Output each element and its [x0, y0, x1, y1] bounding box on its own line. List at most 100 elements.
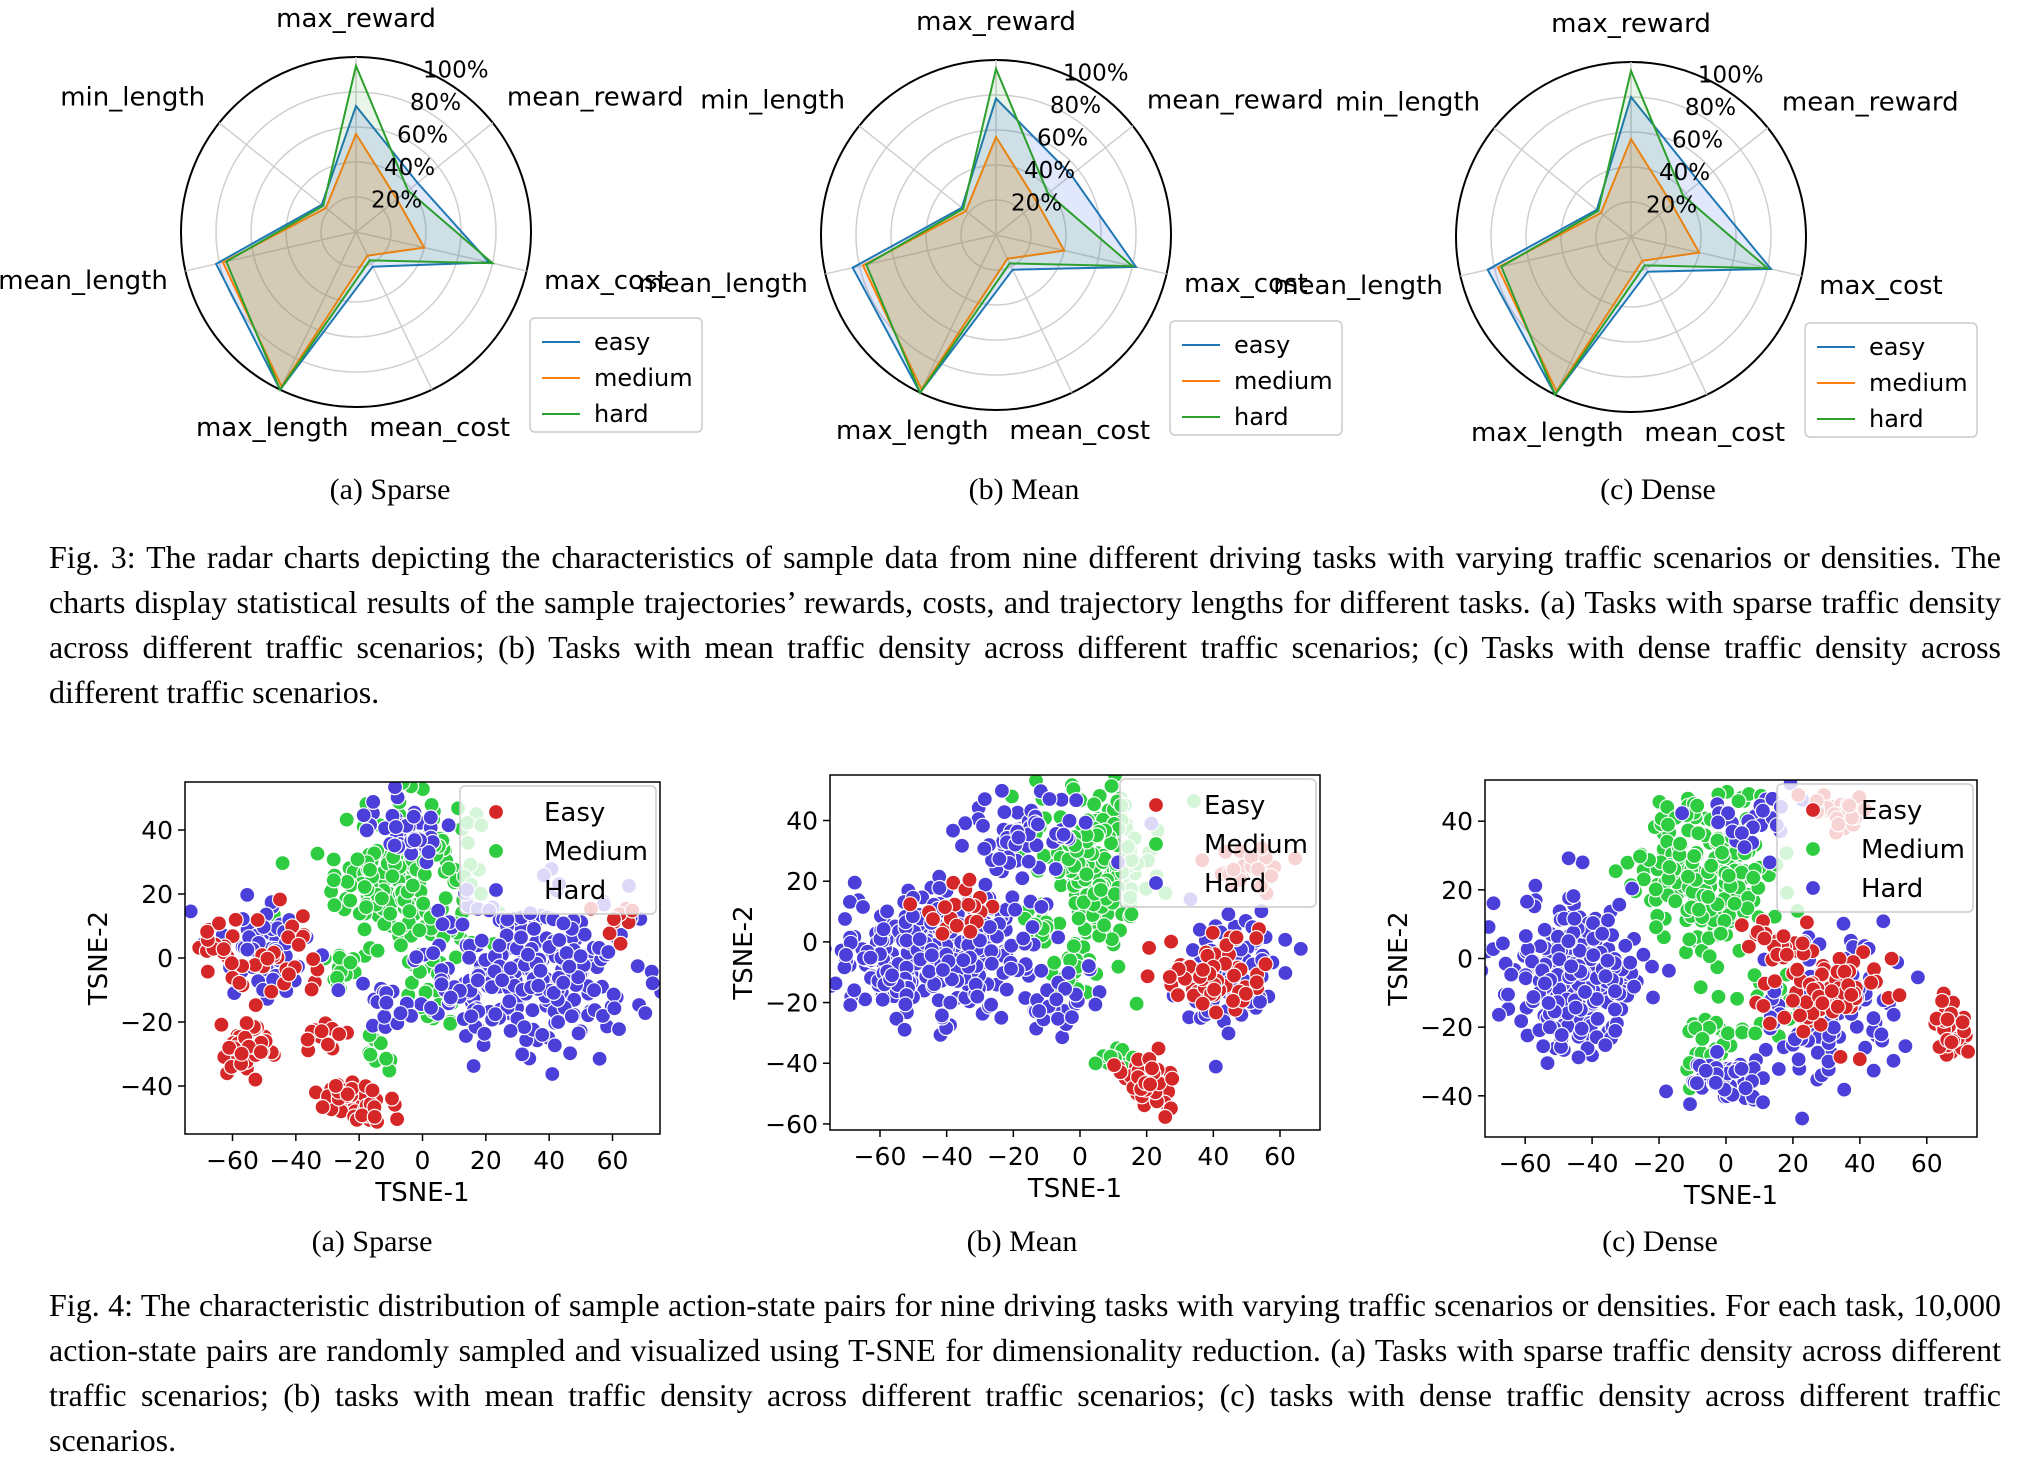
scatter-point-hard: [354, 975, 372, 992]
scatter-point-medium: [356, 878, 373, 896]
scatter-point-medium: [338, 811, 355, 828]
scatter-point-medium: [358, 899, 375, 916]
x-tick-label: −20: [1633, 1149, 1686, 1178]
scatter-point-medium: [1086, 796, 1103, 813]
x-tick-label: −40: [269, 1146, 322, 1175]
scatter-point-easy: [1836, 963, 1853, 980]
scatter-point-hard: [600, 943, 617, 961]
radar-tick-label: 40%: [384, 155, 435, 181]
legend-marker: [487, 842, 505, 860]
x-tick-label: −60: [206, 1146, 259, 1175]
scatter-point-medium: [1631, 848, 1649, 865]
scatter-point-easy: [199, 923, 216, 940]
scatter-point-medium: [342, 892, 359, 909]
scatter-point-hard: [1080, 957, 1097, 975]
scatter-point-hard: [1885, 1052, 1902, 1069]
radar-axis-label: mean_length: [0, 266, 168, 296]
scatter-point-hard: [1563, 958, 1580, 975]
scatter-point-easy: [902, 896, 919, 913]
scatter-point-hard: [874, 991, 891, 1008]
scatter-point-hard: [532, 962, 549, 979]
legend-label: hard: [1869, 405, 1924, 433]
radar-axis-label: min_length: [1335, 88, 1480, 118]
scatter-point-easy: [1164, 1070, 1181, 1087]
scatter-point-easy: [1163, 933, 1180, 950]
y-axis-label: TSNE-2: [729, 905, 759, 1000]
radar-spoke: [919, 234, 997, 393]
scatter-point-easy: [1789, 961, 1806, 978]
scatter-point-easy: [1791, 1007, 1809, 1024]
scatter-point-hard: [430, 902, 447, 919]
y-tick-label: 40: [1441, 807, 1473, 836]
scatter-point-hard: [1873, 1026, 1890, 1043]
legend-box: [1169, 320, 1343, 436]
scatter-point-medium: [1720, 867, 1737, 884]
scatter-point-easy: [1169, 987, 1187, 1004]
scatter-point-hard: [897, 996, 914, 1013]
scatter-point-hard: [442, 989, 459, 1006]
scatter-point-hard: [1737, 1080, 1754, 1097]
scatter-point-hard: [420, 843, 437, 861]
scatter-point-medium: [356, 921, 373, 938]
scatter-point-hard: [1041, 790, 1058, 808]
scatter-point-medium: [1070, 910, 1087, 927]
scatter-point-hard: [544, 1065, 561, 1083]
scatter-point-medium: [1659, 798, 1676, 816]
scatter-point-hard: [1897, 1038, 1914, 1055]
scatter-point-easy: [263, 983, 280, 1000]
radar-axis-label: mean_cost: [369, 413, 510, 443]
x-tick-label: 20: [470, 1146, 502, 1175]
tsne-scatter: −60 −40 −20 0 20 40 60 −40 −20 0 20 40 TSNE-1 TSNE-2 E…: [1384, 779, 1978, 1211]
scatter-point-medium: [1713, 844, 1731, 861]
scatter-point-medium: [1123, 906, 1140, 923]
scatter-point-hard: [1560, 933, 1577, 950]
scatter-point-hard: [1207, 1058, 1224, 1075]
scatter-point-easy: [327, 1077, 344, 1094]
scatter-point-medium: [1679, 868, 1697, 885]
scatter-point-easy: [1142, 1076, 1159, 1093]
subcaption-3b: (b) Mean: [968, 473, 1080, 506]
scatter-point-easy: [247, 997, 264, 1014]
scatter-point-easy: [227, 911, 244, 928]
radar-axis-label: min_length: [700, 86, 845, 116]
scatter-point-hard: [1710, 814, 1727, 831]
figure-3-caption: Fig. 3: The radar charts depicting the c…: [49, 535, 2001, 715]
scatter-point-hard: [1599, 952, 1616, 969]
scatter-point-hard: [591, 1050, 608, 1067]
scatter-point-hard: [1063, 1009, 1080, 1026]
scatter-point-hard: [991, 850, 1008, 868]
scatter-point-medium: [1746, 967, 1763, 984]
scatter-point-medium: [1647, 919, 1665, 936]
radar-spoke: [355, 122, 494, 233]
scatter-point-hard: [1733, 1060, 1750, 1077]
scatter-point-medium: [392, 937, 409, 954]
scatter-point-easy: [1194, 995, 1211, 1012]
y-tick-label: −20: [1420, 1013, 1473, 1042]
scatter-point-hard: [1681, 1096, 1699, 1113]
scatter-point-easy: [1257, 956, 1274, 973]
radar-tick-label: 100%: [1063, 60, 1129, 86]
scatter-point-hard: [1570, 1049, 1587, 1066]
figure-3-text: The radar charts depicting the character…: [49, 539, 2002, 710]
y-axis-label: TSNE-2: [1384, 911, 1414, 1006]
legend-label: medium: [1234, 367, 1333, 395]
scatter-point-easy: [1248, 930, 1265, 947]
scatter-point-hard: [1057, 980, 1074, 997]
radar-tick-label: 100%: [1698, 62, 1764, 88]
x-axis-label: TSNE-1: [1027, 1174, 1122, 1204]
scatter-point-easy: [199, 963, 216, 980]
scatter-point-easy: [223, 955, 240, 972]
scatter-point-easy: [252, 1043, 269, 1061]
radar-tick-label: 60%: [397, 122, 448, 148]
x-tick-label: 60: [597, 1146, 629, 1175]
scatter-point-medium: [401, 903, 418, 920]
scatter-point-hard: [1251, 993, 1269, 1010]
x-tick-label: 60: [1264, 1142, 1296, 1171]
scatter-point-medium: [1096, 917, 1113, 934]
scatter-point-hard: [1576, 983, 1594, 1001]
scatter-point-hard: [957, 815, 974, 832]
scatter-points: [1485, 780, 1977, 1127]
tsne-panel-sparse: −60 −40 −20 0 20 40 60 −40 −20 0 20 40 TSNE-1 TSNE-2 E…: [0, 760, 680, 1220]
scatter-point-hard: [405, 808, 422, 825]
scatter-point-hard: [1611, 896, 1628, 913]
